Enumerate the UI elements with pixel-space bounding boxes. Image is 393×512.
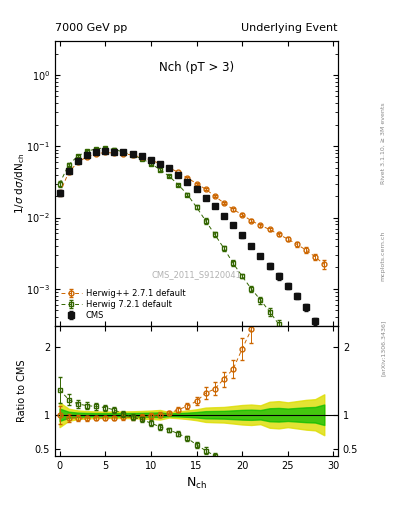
Y-axis label: 1/$\sigma$ d$\sigma$/dN$_{\rm ch}$: 1/$\sigma$ d$\sigma$/dN$_{\rm ch}$ — [13, 153, 27, 214]
Text: [arXiv:1306.3436]: [arXiv:1306.3436] — [381, 320, 386, 376]
Text: mcplots.cern.ch: mcplots.cern.ch — [381, 231, 386, 281]
Legend: Herwig++ 2.7.1 default, Herwig 7.2.1 default, CMS: Herwig++ 2.7.1 default, Herwig 7.2.1 def… — [59, 287, 187, 322]
Y-axis label: Ratio to CMS: Ratio to CMS — [17, 359, 27, 422]
Text: 7000 GeV pp: 7000 GeV pp — [55, 23, 127, 33]
Text: CMS_2011_S9120041: CMS_2011_S9120041 — [152, 270, 241, 279]
Text: Rivet 3.1.10, ≥ 3M events: Rivet 3.1.10, ≥ 3M events — [381, 102, 386, 184]
Text: Underlying Event: Underlying Event — [241, 23, 338, 33]
Text: Nch (pT > 3): Nch (pT > 3) — [159, 61, 234, 74]
X-axis label: N$_{\rm ch}$: N$_{\rm ch}$ — [186, 476, 207, 491]
